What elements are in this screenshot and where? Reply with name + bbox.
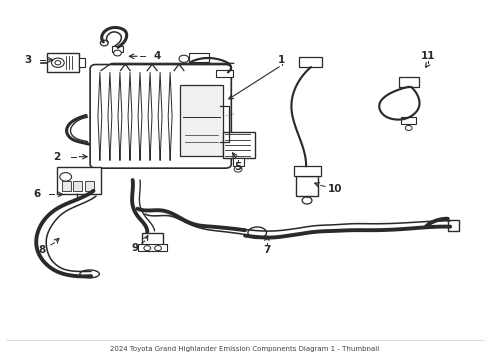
Bar — [79, 58, 85, 67]
Text: 1: 1 — [278, 55, 285, 65]
Bar — [180, 85, 223, 156]
Bar — [47, 53, 79, 72]
Circle shape — [100, 40, 108, 46]
Bar — [399, 77, 419, 87]
Circle shape — [179, 55, 189, 62]
Circle shape — [302, 197, 312, 204]
Bar — [189, 53, 209, 62]
Text: 3: 3 — [24, 55, 31, 65]
Bar — [233, 158, 244, 166]
Circle shape — [114, 50, 122, 56]
Circle shape — [155, 246, 161, 251]
Bar — [216, 69, 233, 77]
Text: 2024 Toyota Grand Highlander Emission Components Diagram 1 - Thumbnail: 2024 Toyota Grand Highlander Emission Co… — [110, 346, 380, 352]
Bar — [296, 176, 318, 196]
Text: 2: 2 — [53, 152, 60, 162]
Circle shape — [60, 172, 72, 181]
Circle shape — [405, 126, 412, 131]
Bar — [112, 46, 123, 52]
Bar — [85, 181, 94, 191]
Bar — [299, 57, 322, 67]
Bar — [139, 244, 167, 251]
Bar — [74, 181, 82, 191]
Text: 4: 4 — [153, 51, 161, 61]
Bar — [62, 181, 71, 191]
Text: 8: 8 — [39, 245, 46, 255]
Circle shape — [55, 60, 61, 65]
FancyBboxPatch shape — [90, 64, 231, 168]
Text: 10: 10 — [328, 184, 343, 194]
Bar — [294, 166, 321, 176]
Bar — [143, 233, 163, 244]
Ellipse shape — [80, 270, 99, 278]
Text: 7: 7 — [263, 245, 270, 255]
Bar — [57, 167, 101, 194]
Text: 9: 9 — [131, 243, 139, 253]
Bar — [401, 117, 416, 125]
Circle shape — [51, 58, 64, 67]
Text: 6: 6 — [34, 189, 41, 199]
Text: 5: 5 — [234, 162, 241, 172]
Circle shape — [234, 166, 242, 172]
Text: 11: 11 — [421, 51, 436, 61]
Bar — [223, 132, 255, 158]
Ellipse shape — [248, 227, 267, 238]
Bar — [448, 220, 459, 231]
Circle shape — [144, 246, 151, 251]
